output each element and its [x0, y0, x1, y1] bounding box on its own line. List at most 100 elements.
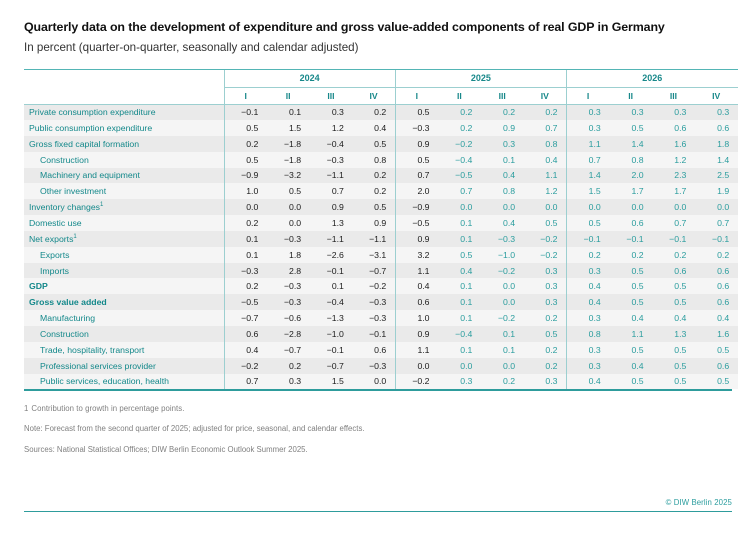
table-cell: 0.0 [266, 215, 310, 231]
table-cell: 1.9 [694, 183, 738, 200]
table-cell: −0.7 [223, 310, 267, 326]
quarter-header-2024-III: III [309, 87, 353, 105]
row-label: Professional services provider [24, 357, 224, 374]
table-cell: 0.4 [652, 310, 695, 326]
quarter-header-2026-II: II [609, 87, 653, 105]
row-label-footnote-marker: 1 [73, 233, 77, 240]
table-cell: 0.1 [480, 341, 524, 358]
table-cell: 0.6 [694, 357, 738, 374]
table-cell: −0.5 [394, 215, 439, 231]
table-cell: 0.2 [694, 246, 738, 263]
table-cell: 0.0 [223, 199, 267, 216]
quarter-header-spacer [24, 87, 224, 105]
table-cell: 1.1 [565, 135, 610, 152]
table-cell: 0.5 [223, 120, 267, 136]
table-cell: 0.5 [523, 215, 567, 231]
table-cell: 0.8 [523, 135, 567, 152]
quarter-header-2026-I: I [565, 87, 610, 105]
table-cell: 0.0 [480, 199, 524, 216]
table-cell: −0.1 [352, 325, 396, 342]
table-cell: 0.1 [438, 230, 481, 247]
table-cell: 0.0 [266, 199, 310, 216]
table-row: Machinery and equipment −0.9 −3.2 −1.1 0.2 0.… [24, 167, 738, 184]
data-table: 2024 2025 2026 I II III IV I II III IV I… [24, 68, 738, 390]
table-cell: 0.5 [652, 373, 695, 390]
table-cell: −1.8 [266, 151, 310, 168]
table-cell: 0.5 [565, 215, 610, 231]
table-row: Private consumption expenditure −0.1 0.1 0.… [24, 104, 738, 121]
copyright-label: © DIW Berlin 2025 [665, 497, 732, 507]
table-cell: 0.5 [609, 373, 653, 390]
row-label: Public services, education, health [24, 373, 224, 390]
table-cell: 0.5 [394, 104, 439, 121]
table-cell: 1.4 [694, 151, 738, 168]
table-cell: 0.2 [609, 246, 653, 263]
table-cell: −0.5 [223, 294, 267, 311]
table-cell: 0.9 [394, 135, 439, 152]
table-bottom-rule [24, 389, 732, 391]
table-cell: 0.4 [565, 278, 610, 295]
table-cell: 0.2 [352, 167, 396, 184]
table-cell: −0.4 [438, 325, 481, 342]
table-cell: −0.3 [394, 120, 439, 136]
table-cell: 0.0 [480, 294, 524, 311]
year-header-2024: 2024 [223, 68, 396, 88]
table-cell: 1.0 [223, 183, 267, 200]
table-cell: 0.4 [352, 120, 396, 136]
table-cell: 0.6 [223, 325, 267, 342]
table-cell: −0.2 [438, 135, 481, 152]
row-label: Other investment [24, 183, 224, 200]
quarter-header-2025-I: I [394, 87, 439, 105]
table-cell: 0.7 [523, 120, 567, 136]
table-cell: 0.3 [565, 104, 610, 121]
year-header-2026: 2026 [565, 68, 738, 88]
table-row: Inventory changes1 0.0 0.0 0.9 0.5 −0.9 0.0 0.0… [24, 199, 738, 216]
table-cell: −1.8 [266, 135, 310, 152]
row-label: Construction [24, 151, 224, 168]
table-cell: −0.7 [352, 262, 396, 279]
table-cell: 0.3 [523, 294, 567, 311]
table-cell: 0.5 [652, 278, 695, 295]
quarter-header-2024-I: I [223, 87, 267, 105]
table-row: Manufacturing −0.7 −0.6 −1.3 −0.3 1.0 0.1 −0.2 0… [24, 310, 738, 326]
table-cell: 0.8 [352, 151, 396, 168]
table-row: Trade, hospitality, transport 0.4 −0.7 −0.1… [24, 341, 738, 358]
table-cell: 0.4 [480, 167, 524, 184]
sources-line: Sources: National Statistical Offices; D… [24, 445, 308, 455]
table-cell: −0.3 [480, 230, 524, 247]
table-cell: 0.4 [609, 310, 653, 326]
quarter-header-row: I II III IV I II III IV I II III IV [24, 87, 738, 105]
table-cell: 0.4 [565, 294, 610, 311]
table-cell: 0.5 [609, 294, 653, 311]
table-cell: −0.2 [480, 262, 524, 279]
table-cell: 0.7 [694, 215, 738, 231]
table-cell: −0.2 [480, 310, 524, 326]
quarter-header-2024-II: II [266, 87, 310, 105]
table-cell: 0.7 [223, 373, 267, 390]
table-cell: 0.8 [565, 325, 610, 342]
row-label: Gross value added [24, 294, 224, 311]
page-subtitle: In percent (quarter-on-quarter, seasonal… [24, 40, 359, 54]
table-cell: 1.6 [652, 135, 695, 152]
table-cell: −0.3 [223, 262, 267, 279]
table-cell: 0.6 [652, 262, 695, 279]
year-header-2025: 2025 [394, 68, 567, 88]
table-cell: 0.2 [352, 104, 396, 121]
table-cell: 1.8 [266, 246, 310, 263]
table-cell: 0.3 [565, 357, 610, 374]
table-cell: −1.1 [352, 230, 396, 247]
table-cell: 0.4 [565, 373, 610, 390]
header-corner-spacer [24, 68, 224, 88]
table-cell: −0.1 [309, 262, 353, 279]
table-cell: 1.1 [523, 167, 567, 184]
table-cell: 0.3 [523, 278, 567, 295]
table-cell: 0.2 [480, 373, 524, 390]
table-cell: 0.1 [223, 230, 267, 247]
table-row: Other investment 1.0 0.5 0.7 0.2 2.0 0.7 0.8 1.2… [24, 183, 738, 200]
table-cell: 2.8 [266, 262, 310, 279]
table-cell: 1.7 [652, 183, 695, 200]
table-cell: 0.1 [223, 246, 267, 263]
table-cell: 0.0 [565, 199, 610, 216]
table-cell: 2.3 [652, 167, 695, 184]
table-cell: 0.3 [438, 373, 481, 390]
